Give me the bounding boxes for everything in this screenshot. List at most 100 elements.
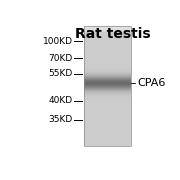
Bar — [84, 92, 131, 93]
Text: 40KD: 40KD — [49, 96, 73, 105]
Bar — [84, 45, 131, 46]
Bar — [84, 136, 131, 137]
Bar — [84, 141, 131, 142]
Bar — [84, 55, 131, 56]
Bar — [84, 107, 131, 108]
Bar — [84, 43, 131, 44]
Bar — [84, 53, 131, 54]
Bar — [84, 132, 131, 133]
Bar — [84, 59, 131, 60]
Bar — [84, 62, 131, 63]
Bar — [84, 71, 131, 72]
Bar — [84, 145, 131, 146]
Bar — [84, 94, 131, 95]
Bar — [84, 138, 131, 139]
Bar — [84, 128, 131, 129]
Bar — [84, 98, 131, 99]
Bar — [84, 142, 131, 143]
Bar — [84, 88, 131, 89]
Bar — [84, 34, 131, 35]
Bar — [84, 109, 131, 110]
Bar — [84, 137, 131, 138]
Bar — [84, 94, 131, 95]
Bar — [84, 112, 131, 113]
Bar — [84, 42, 131, 43]
Bar — [84, 58, 131, 59]
Bar — [84, 86, 131, 87]
Bar — [84, 26, 131, 27]
Bar — [84, 127, 131, 128]
Bar — [84, 31, 131, 32]
Bar — [84, 121, 131, 122]
Bar — [84, 146, 131, 147]
Bar — [84, 91, 131, 92]
Bar — [84, 29, 131, 30]
Bar — [84, 28, 131, 29]
Bar — [84, 48, 131, 49]
Bar — [84, 81, 131, 82]
Bar — [84, 69, 131, 70]
Bar — [84, 32, 131, 33]
Bar — [84, 98, 131, 99]
Bar — [84, 110, 131, 111]
Bar — [84, 27, 131, 28]
Bar — [84, 39, 131, 40]
Bar — [84, 125, 131, 126]
Bar — [84, 125, 131, 126]
Bar — [84, 93, 131, 94]
Bar — [84, 143, 131, 144]
Bar — [84, 112, 131, 113]
Bar — [84, 88, 131, 89]
Bar — [84, 85, 131, 86]
Bar — [84, 49, 131, 50]
Bar — [84, 103, 131, 104]
Bar — [84, 118, 131, 119]
Bar — [84, 63, 131, 64]
Bar — [84, 131, 131, 132]
Bar — [84, 96, 131, 97]
Bar — [84, 82, 131, 83]
Bar — [84, 78, 131, 79]
Bar — [84, 129, 131, 130]
Bar — [84, 84, 131, 85]
Bar — [84, 99, 131, 100]
Bar — [84, 57, 131, 58]
Bar — [84, 46, 131, 47]
Bar — [84, 41, 131, 42]
Bar — [84, 68, 131, 69]
Bar — [84, 76, 131, 77]
Bar — [84, 100, 131, 101]
Bar — [84, 73, 131, 74]
Bar — [84, 61, 131, 62]
Bar — [84, 27, 131, 28]
Bar — [84, 53, 131, 54]
Bar — [84, 131, 131, 132]
Bar — [84, 89, 131, 90]
Bar — [84, 55, 131, 56]
Bar — [84, 40, 131, 41]
Bar — [84, 65, 131, 66]
Bar — [84, 56, 131, 57]
Bar — [84, 68, 131, 69]
Bar — [84, 79, 131, 80]
Bar — [84, 104, 131, 105]
Bar — [84, 101, 131, 102]
Text: Rat testis: Rat testis — [75, 27, 151, 41]
Bar — [84, 69, 131, 70]
Bar — [84, 47, 131, 48]
Bar — [84, 96, 131, 97]
Bar — [84, 74, 131, 75]
Bar — [84, 39, 131, 40]
Bar — [84, 74, 131, 75]
Text: 55KD: 55KD — [48, 69, 73, 78]
Text: CPA6: CPA6 — [137, 78, 165, 88]
Bar — [84, 86, 131, 87]
Bar — [84, 82, 131, 83]
Bar — [84, 52, 131, 53]
Bar — [84, 130, 131, 131]
Bar — [84, 115, 131, 116]
Bar — [84, 134, 131, 135]
Bar — [84, 103, 131, 104]
Bar — [84, 44, 131, 45]
Bar — [84, 37, 131, 38]
